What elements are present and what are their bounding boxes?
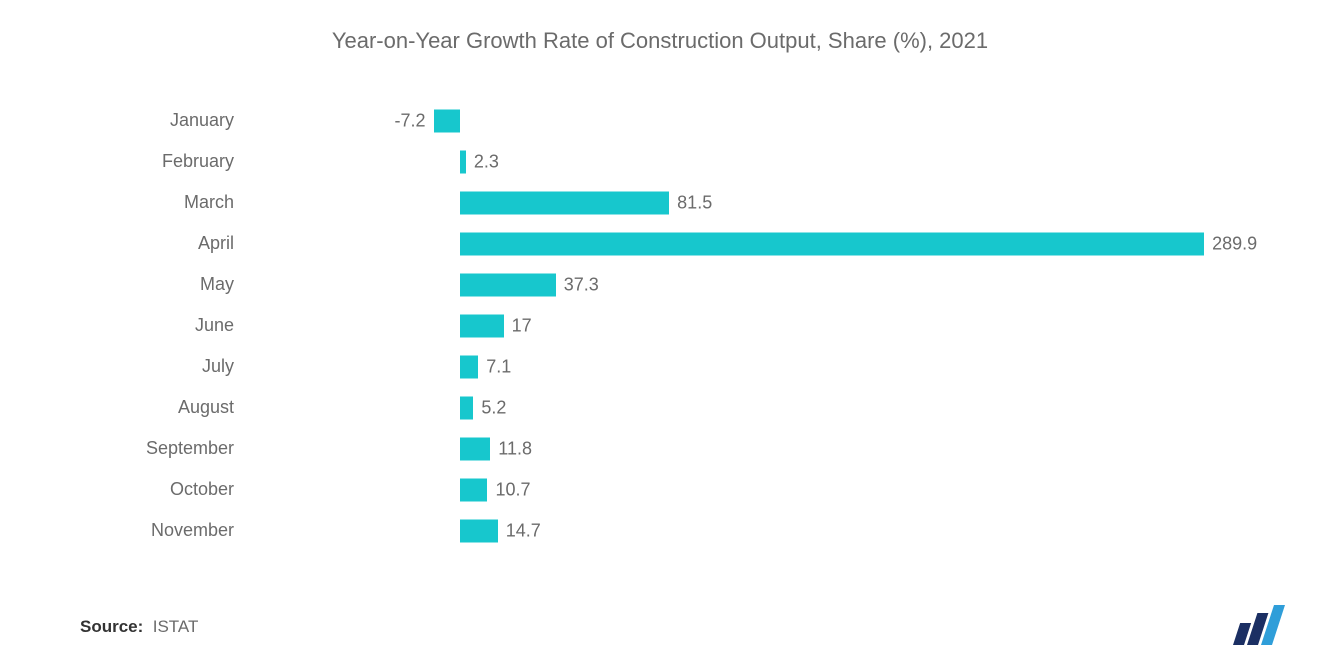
bar [460,437,490,460]
source-attribution: Source: ISTAT [80,617,198,637]
value-label: 17 [512,315,532,336]
chart-row: April289.9 [80,223,1240,264]
chart-row: July 7.1 [80,346,1240,387]
value-label: 10.7 [495,479,530,500]
category-label: March [80,192,250,213]
bar [460,150,466,173]
bar [460,519,498,542]
bar-track: 289.9 [250,223,1240,264]
chart-row: June 17 [80,305,1240,346]
bar-track: 2.3 [250,141,1240,182]
category-label: September [80,438,250,459]
chart-title: Year-on-Year Growth Rate of Construction… [0,0,1320,100]
category-label: January [80,110,250,131]
bar [460,355,478,378]
bar-track: 10.7 [250,469,1240,510]
chart-row: May 37.3 [80,264,1240,305]
bar [460,273,556,296]
source-name: ISTAT [153,617,199,636]
value-label: 11.8 [498,438,532,459]
bar-track: 37.3 [250,264,1240,305]
bar [460,232,1204,255]
bar-track: 11.8 [250,428,1240,469]
source-prefix: Source: [80,617,143,636]
bar-track: 5.2 [250,387,1240,428]
value-label: 5.2 [481,397,506,418]
chart-row: March 81.5 [80,182,1240,223]
value-label: -7.2 [395,110,426,131]
category-label: June [80,315,250,336]
bar [460,396,473,419]
category-label: February [80,151,250,172]
chart-row: February 2.3 [80,141,1240,182]
category-label: April [80,233,250,254]
category-label: November [80,520,250,541]
logo-bar-3 [1261,605,1285,645]
bar-track: -7.2 [250,100,1240,141]
category-label: July [80,356,250,377]
bar [434,109,460,132]
bar [460,191,669,214]
bar-track: 17 [250,305,1240,346]
bar [460,478,487,501]
chart-row: September 11.8 [80,428,1240,469]
value-label: 7.1 [486,356,511,377]
bar-track: 14.7 [250,510,1240,551]
category-label: May [80,274,250,295]
bar-track: 7.1 [250,346,1240,387]
value-label: 289.9 [1212,233,1257,254]
bar-track: 81.5 [250,182,1240,223]
brand-logo [1228,605,1290,645]
chart-row: October 10.7 [80,469,1240,510]
value-label: 14.7 [506,520,541,541]
value-label: 2.3 [474,151,499,172]
chart-row: January -7.2 [80,100,1240,141]
chart-row: August 5.2 [80,387,1240,428]
value-label: 37.3 [564,274,599,295]
chart-plot-area: January -7.2 February 2.3 March 81.5 April289.… [80,100,1240,570]
category-label: October [80,479,250,500]
value-label: 81.5 [677,192,712,213]
bar [460,314,504,337]
category-label: August [80,397,250,418]
chart-row: November 14.7 [80,510,1240,551]
